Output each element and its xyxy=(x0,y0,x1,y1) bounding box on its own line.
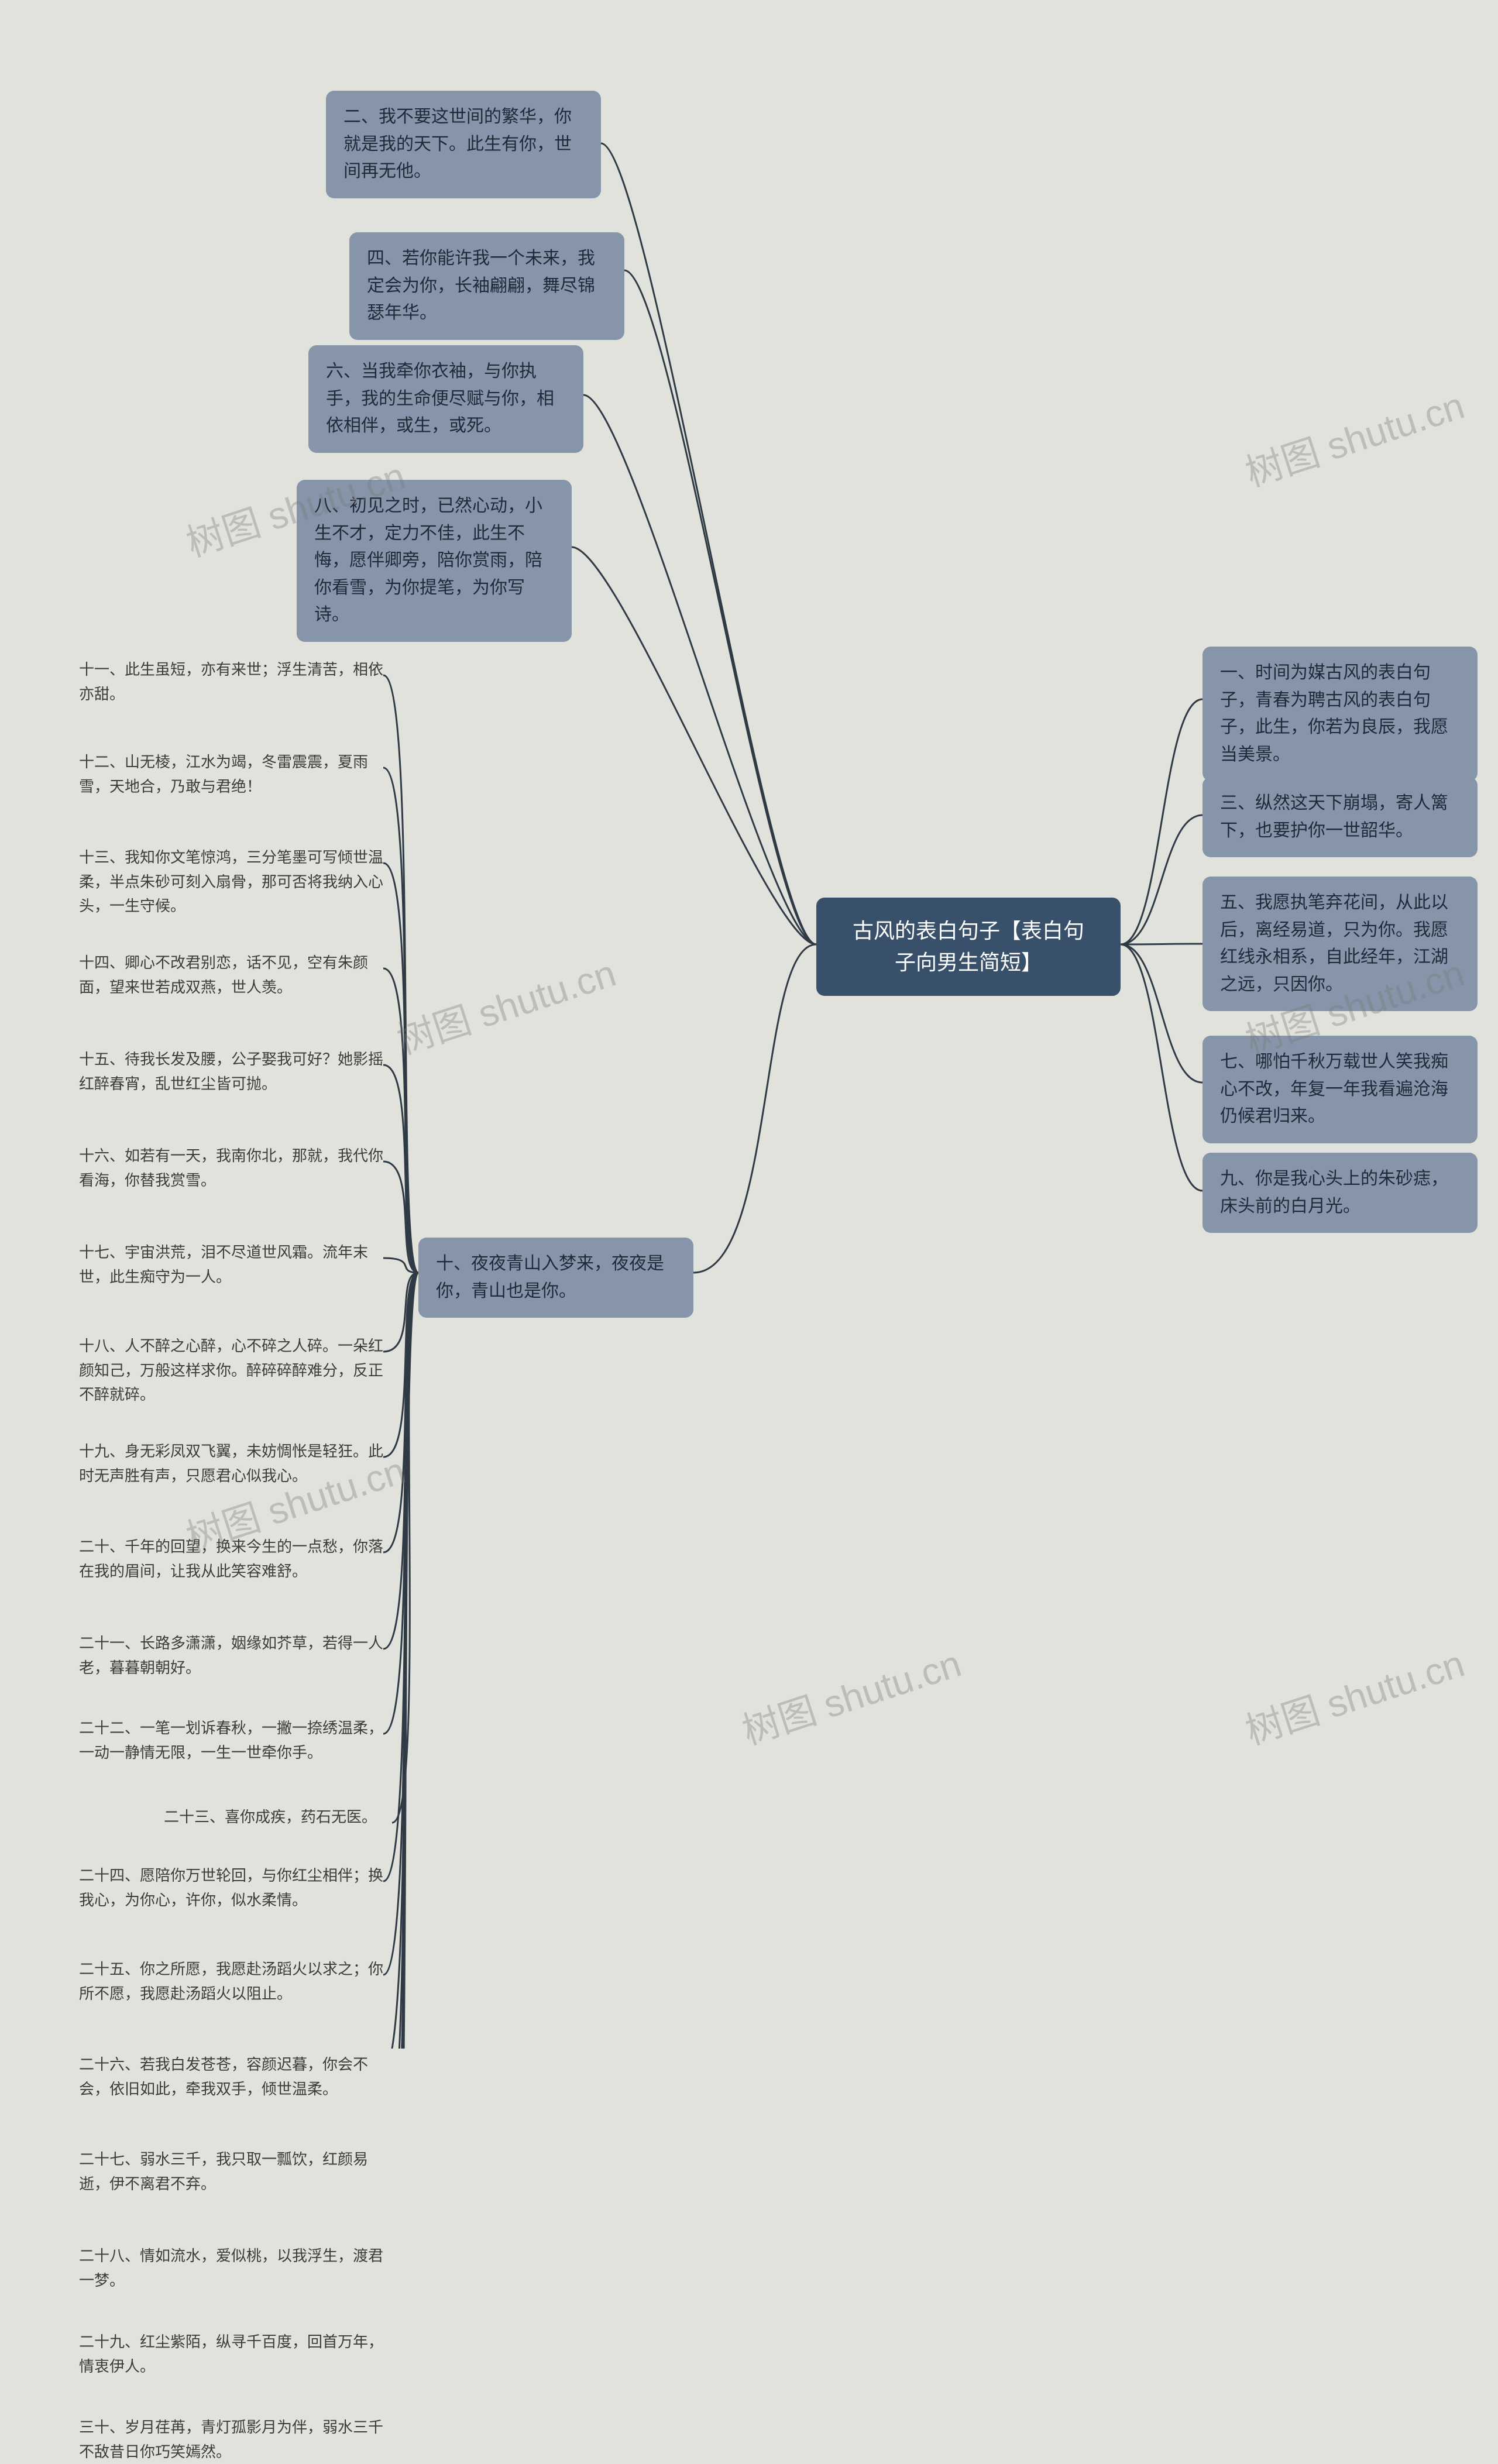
watermark-1: 树图 shutu.cn xyxy=(1238,376,1470,497)
topic-l8[interactable]: 八、初见之时，已然心动，小生不才，定力不佳，此生不悔，愿伴卿旁，陪你赏雨，陪你看… xyxy=(297,480,572,642)
subtopic-s21[interactable]: 二十一、长路多潇潇，姻缘如芥草，若得一人老，暮暮朝朝好。 xyxy=(79,1631,383,1680)
subtopic-s23[interactable]: 二十三、喜你成疾，药石无医。 xyxy=(164,1805,392,1830)
central-topic[interactable]: 古风的表白句子【表白句 子向男生简短】 xyxy=(816,898,1121,996)
subtopic-s16[interactable]: 十六、如若有一天，我南你北，那就，我代你看海，你替我赏雪。 xyxy=(79,1144,383,1193)
subtopic-s18[interactable]: 十八、人不醉之心醉，心不碎之人碎。一朵红颜知己，万般这样求你。醉碎碎醉难分，反正… xyxy=(79,1334,383,1407)
subtopic-s30[interactable]: 三十、岁月荏苒，青灯孤影月为伴，弱水三千不敌昔日你巧笑嫣然。 xyxy=(79,2415,383,2464)
topic-l6[interactable]: 六、当我牵你衣袖，与你执手，我的生命便尽赋与你，相依相伴，或生，或死。 xyxy=(308,345,583,453)
subtopic-s13[interactable]: 十三、我知你文笔惊鸿，三分笔墨可写倾世温柔，半点朱砂可刻入扇骨，那可否将我纳入心… xyxy=(79,846,383,919)
topic-l10[interactable]: 十、夜夜青山入梦来，夜夜是你，青山也是你。 xyxy=(418,1238,693,1318)
subtopic-s19[interactable]: 十九、身无彩凤双飞翼，未妨惆怅是轻狂。此时无声胜有声，只愿君心似我心。 xyxy=(79,1439,383,1488)
subtopic-s27[interactable]: 二十七、弱水三千，我只取一瓢饮，红颜易逝，伊不离君不弃。 xyxy=(79,2147,383,2196)
topic-r7[interactable]: 七、哪怕千秋万载世人笑我痴心不改，年复一年我看遍沧海仍候君归来。 xyxy=(1202,1036,1478,1143)
subtopic-s25[interactable]: 二十五、你之所愿，我愿赴汤蹈火以求之；你所不愿，我愿赴汤蹈火以阻止。 xyxy=(79,1957,383,2006)
subtopic-s11[interactable]: 十一、此生虽短，亦有来世；浮生清苦，相依亦甜。 xyxy=(79,658,383,706)
subtopic-s24[interactable]: 二十四、愿陪你万世轮回，与你红尘相伴；换我心，为你心，许你，似水柔情。 xyxy=(79,1864,383,1912)
topic-l4[interactable]: 四、若你能许我一个未来，我定会为你，长袖翩翩，舞尽锦瑟年华。 xyxy=(349,232,624,340)
subtopic-s22[interactable]: 二十二、一笔一划诉春秋，一撇一捺绣温柔，一动一静情无限，一生一世牵你手。 xyxy=(79,1716,383,1765)
topic-r1[interactable]: 一、时间为媒古风的表白句子，青春为聘古风的表白句子，此生，你若为良辰，我愿当美景… xyxy=(1202,647,1478,781)
subtopic-s12[interactable]: 十二、山无棱，江水为竭，冬雷震震，夏雨雪，天地合，乃敢与君绝！ xyxy=(79,750,383,799)
subtopic-s17[interactable]: 十七、宇宙洪荒，泪不尽道世风霜。流年末世，此生痴守为一人。 xyxy=(79,1240,383,1289)
watermark-6: 树图 shutu.cn xyxy=(1238,1634,1470,1755)
subtopic-s14[interactable]: 十四、卿心不改君别恋，话不见，空有朱颜面，望来世若成双燕，世人羡。 xyxy=(79,951,383,999)
subtopic-s29[interactable]: 二十九、红尘紫陌，纵寻千百度，回首万年，情衷伊人。 xyxy=(79,2330,383,2379)
watermark-2: 树图 shutu.cn xyxy=(389,943,621,1064)
subtopic-s26[interactable]: 二十六、若我白发苍苍，容颜迟暮，你会不会，依旧如此，牵我双手，倾世温柔。 xyxy=(79,2053,383,2101)
watermark-5: 树图 shutu.cn xyxy=(734,1634,967,1755)
subtopic-s28[interactable]: 二十八、情如流水，爱似桃，以我浮生，渡君一梦。 xyxy=(79,2244,383,2293)
topic-r9[interactable]: 九、你是我心头上的朱砂痣，床头前的白月光。 xyxy=(1202,1153,1478,1233)
topic-r5[interactable]: 五、我愿执笔弃花间，从此以后，离经易道，只为你。我愿红线永相系，自此经年，江湖之… xyxy=(1202,877,1478,1011)
topic-l2[interactable]: 二、我不要这世间的繁华，你就是我的天下。此生有你，世间再无他。 xyxy=(326,91,601,198)
subtopic-s20[interactable]: 二十、千年的回望，换来今生的一点愁，你落在我的眉间，让我从此笑容难舒。 xyxy=(79,1535,383,1583)
subtopic-s15[interactable]: 十五、待我长发及腰，公子娶我可好？她影摇红醉春宵，乱世红尘皆可抛。 xyxy=(79,1047,383,1096)
topic-r3[interactable]: 三、纵然这天下崩塌，寄人篱下，也要护你一世韶华。 xyxy=(1202,777,1478,857)
